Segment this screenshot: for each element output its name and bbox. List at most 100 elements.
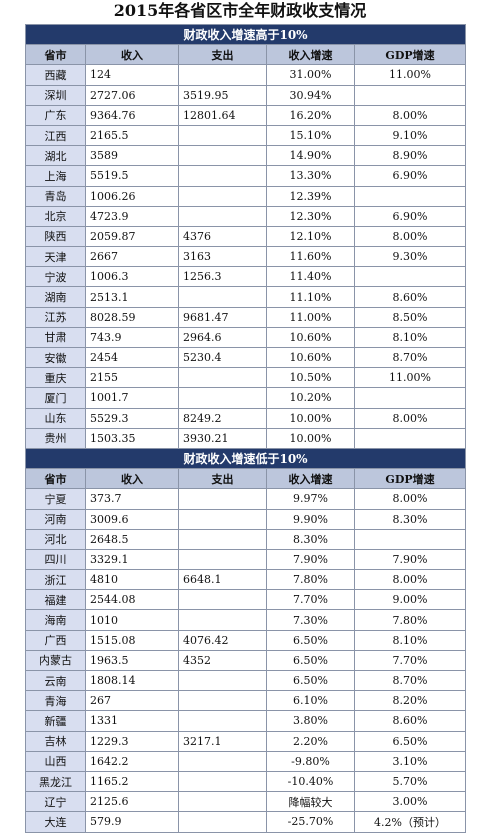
- data-row: 大连 579.9 -25.70% 4.2%（预计）: [25, 811, 467, 833]
- value-cell: 2165.5: [85, 124, 179, 147]
- data-row: 上海 5519.5 13.30% 6.90%: [25, 165, 467, 187]
- value-cell: 2727.06: [85, 84, 179, 106]
- province-cell: 宁夏: [25, 488, 86, 510]
- value-cell: -9.80%: [266, 750, 355, 772]
- value-cell: 1642.2: [85, 750, 179, 772]
- data-row: 山东 5529.3 8249.2 10.00% 8.00%: [25, 407, 467, 429]
- value-cell: 11.00%: [266, 306, 355, 328]
- data-row: 浙江 4810 6648.1 7.80% 8.00%: [25, 569, 467, 591]
- value-cell: 3930.21: [178, 427, 267, 449]
- section-row: 财政收入增速低于10%: [24, 447, 467, 470]
- value-cell: 2667: [85, 246, 179, 268]
- data-row: 天津 2667 3163 11.60% 9.30%: [25, 246, 467, 268]
- value-cell: [178, 791, 267, 813]
- data-row: 青海 267 6.10% 8.20%: [25, 690, 467, 712]
- value-cell: 267: [85, 690, 179, 712]
- province-cell: 广东: [25, 104, 86, 126]
- value-cell: [353, 185, 467, 207]
- value-cell: 9.97%: [266, 488, 355, 510]
- value-cell: 1808.14: [85, 669, 179, 692]
- value-cell: [178, 609, 267, 631]
- value-cell: 1001.7: [85, 387, 179, 409]
- value-cell: [178, 124, 267, 147]
- value-cell: 2544.08: [85, 589, 179, 611]
- data-row: 河南 3009.6 9.90% 8.30%: [25, 508, 467, 530]
- value-cell: 4352: [178, 649, 267, 672]
- value-cell: 4810: [85, 569, 179, 591]
- data-row: 湖南 2513.1 11.10% 8.60%: [25, 286, 467, 308]
- value-cell: [178, 185, 267, 207]
- data-row: 福建 2544.08 7.70% 9.00%: [25, 589, 467, 611]
- value-cell: 31.00%: [266, 64, 355, 86]
- value-cell: [353, 266, 467, 288]
- value-cell: 8.10%: [353, 326, 467, 349]
- value-cell: 3589: [85, 145, 179, 167]
- value-cell: 124: [85, 64, 179, 86]
- data-row: 安徽 2454 5230.4 10.60% 8.70%: [25, 346, 467, 369]
- province-cell: 青岛: [25, 185, 86, 207]
- section-heading: 财政收入增速高于10%: [24, 23, 467, 46]
- value-cell: 12.10%: [266, 225, 355, 248]
- value-cell: 14.90%: [266, 145, 355, 167]
- value-cell: 2648.5: [85, 528, 179, 550]
- value-cell: [178, 145, 267, 167]
- value-cell: 1010: [85, 609, 179, 631]
- value-cell: 降幅较大: [266, 791, 355, 813]
- value-cell: 1006.3: [85, 266, 179, 288]
- province-cell: 吉林: [25, 730, 86, 752]
- fiscal-table: 财政收入增速高于10% 省市 收入 支出 收入增速 GDP增速 西藏 124 31.00% 11.…: [24, 23, 467, 833]
- value-cell: [178, 286, 267, 308]
- value-cell: 4376: [178, 225, 267, 248]
- value-cell: 9.00%: [353, 589, 467, 611]
- province-cell: 江苏: [25, 306, 86, 328]
- data-row: 辽宁 2125.6 降幅较大 3.00%: [25, 791, 467, 813]
- value-cell: 12.30%: [266, 205, 355, 227]
- value-cell: 10.60%: [266, 346, 355, 369]
- value-cell: 11.00%: [353, 64, 467, 86]
- province-cell: 云南: [25, 669, 86, 692]
- value-cell: [353, 427, 467, 449]
- column-header-row: 省市 收入 支出 收入增速 GDP增速: [25, 468, 467, 490]
- province-cell: 甘肃: [25, 326, 86, 349]
- column-header: 收入: [85, 44, 179, 66]
- data-row: 广西 1515.08 4076.42 6.50% 8.10%: [25, 629, 467, 651]
- data-row: 宁夏 373.7 9.97% 8.00%: [25, 488, 467, 510]
- value-cell: 13.30%: [266, 165, 355, 187]
- value-cell: 7.80%: [266, 569, 355, 591]
- value-cell: 8.70%: [353, 346, 467, 369]
- data-row: 河北 2648.5 8.30%: [25, 528, 467, 550]
- value-cell: 8.00%: [353, 104, 467, 126]
- value-cell: 6.10%: [266, 690, 355, 712]
- value-cell: 11.40%: [266, 266, 355, 288]
- value-cell: 9681.47: [178, 306, 267, 328]
- value-cell: 8.00%: [353, 225, 467, 248]
- data-row: 重庆 2155 10.50% 11.00%: [25, 367, 467, 389]
- province-cell: 河南: [25, 508, 86, 530]
- value-cell: 6.50%: [353, 730, 467, 752]
- province-cell: 湖北: [25, 145, 86, 167]
- province-cell: 黑龙江: [25, 770, 86, 793]
- value-cell: 3009.6: [85, 508, 179, 530]
- value-cell: 8.30%: [266, 528, 355, 550]
- value-cell: 2059.87: [85, 225, 179, 248]
- value-cell: 30.94%: [266, 84, 355, 106]
- data-row: 湖北 3589 14.90% 8.90%: [25, 145, 467, 167]
- province-cell: 四川: [25, 548, 86, 571]
- province-cell: 陕西: [25, 225, 86, 248]
- value-cell: 743.9: [85, 326, 179, 349]
- value-cell: 2964.6: [178, 326, 267, 349]
- value-cell: [178, 387, 267, 409]
- data-row: 西藏 124 31.00% 11.00%: [25, 64, 467, 86]
- value-cell: 10.60%: [266, 326, 355, 349]
- value-cell: [178, 770, 267, 793]
- value-cell: [178, 690, 267, 712]
- column-header: GDP增速: [353, 468, 467, 490]
- value-cell: 8.30%: [353, 508, 467, 530]
- value-cell: 1229.3: [85, 730, 179, 752]
- value-cell: 3163: [178, 246, 267, 268]
- value-cell: 12801.64: [178, 104, 267, 126]
- data-row: 内蒙古 1963.5 4352 6.50% 7.70%: [25, 649, 467, 672]
- value-cell: 8028.59: [85, 306, 179, 328]
- value-cell: 3.80%: [266, 710, 355, 732]
